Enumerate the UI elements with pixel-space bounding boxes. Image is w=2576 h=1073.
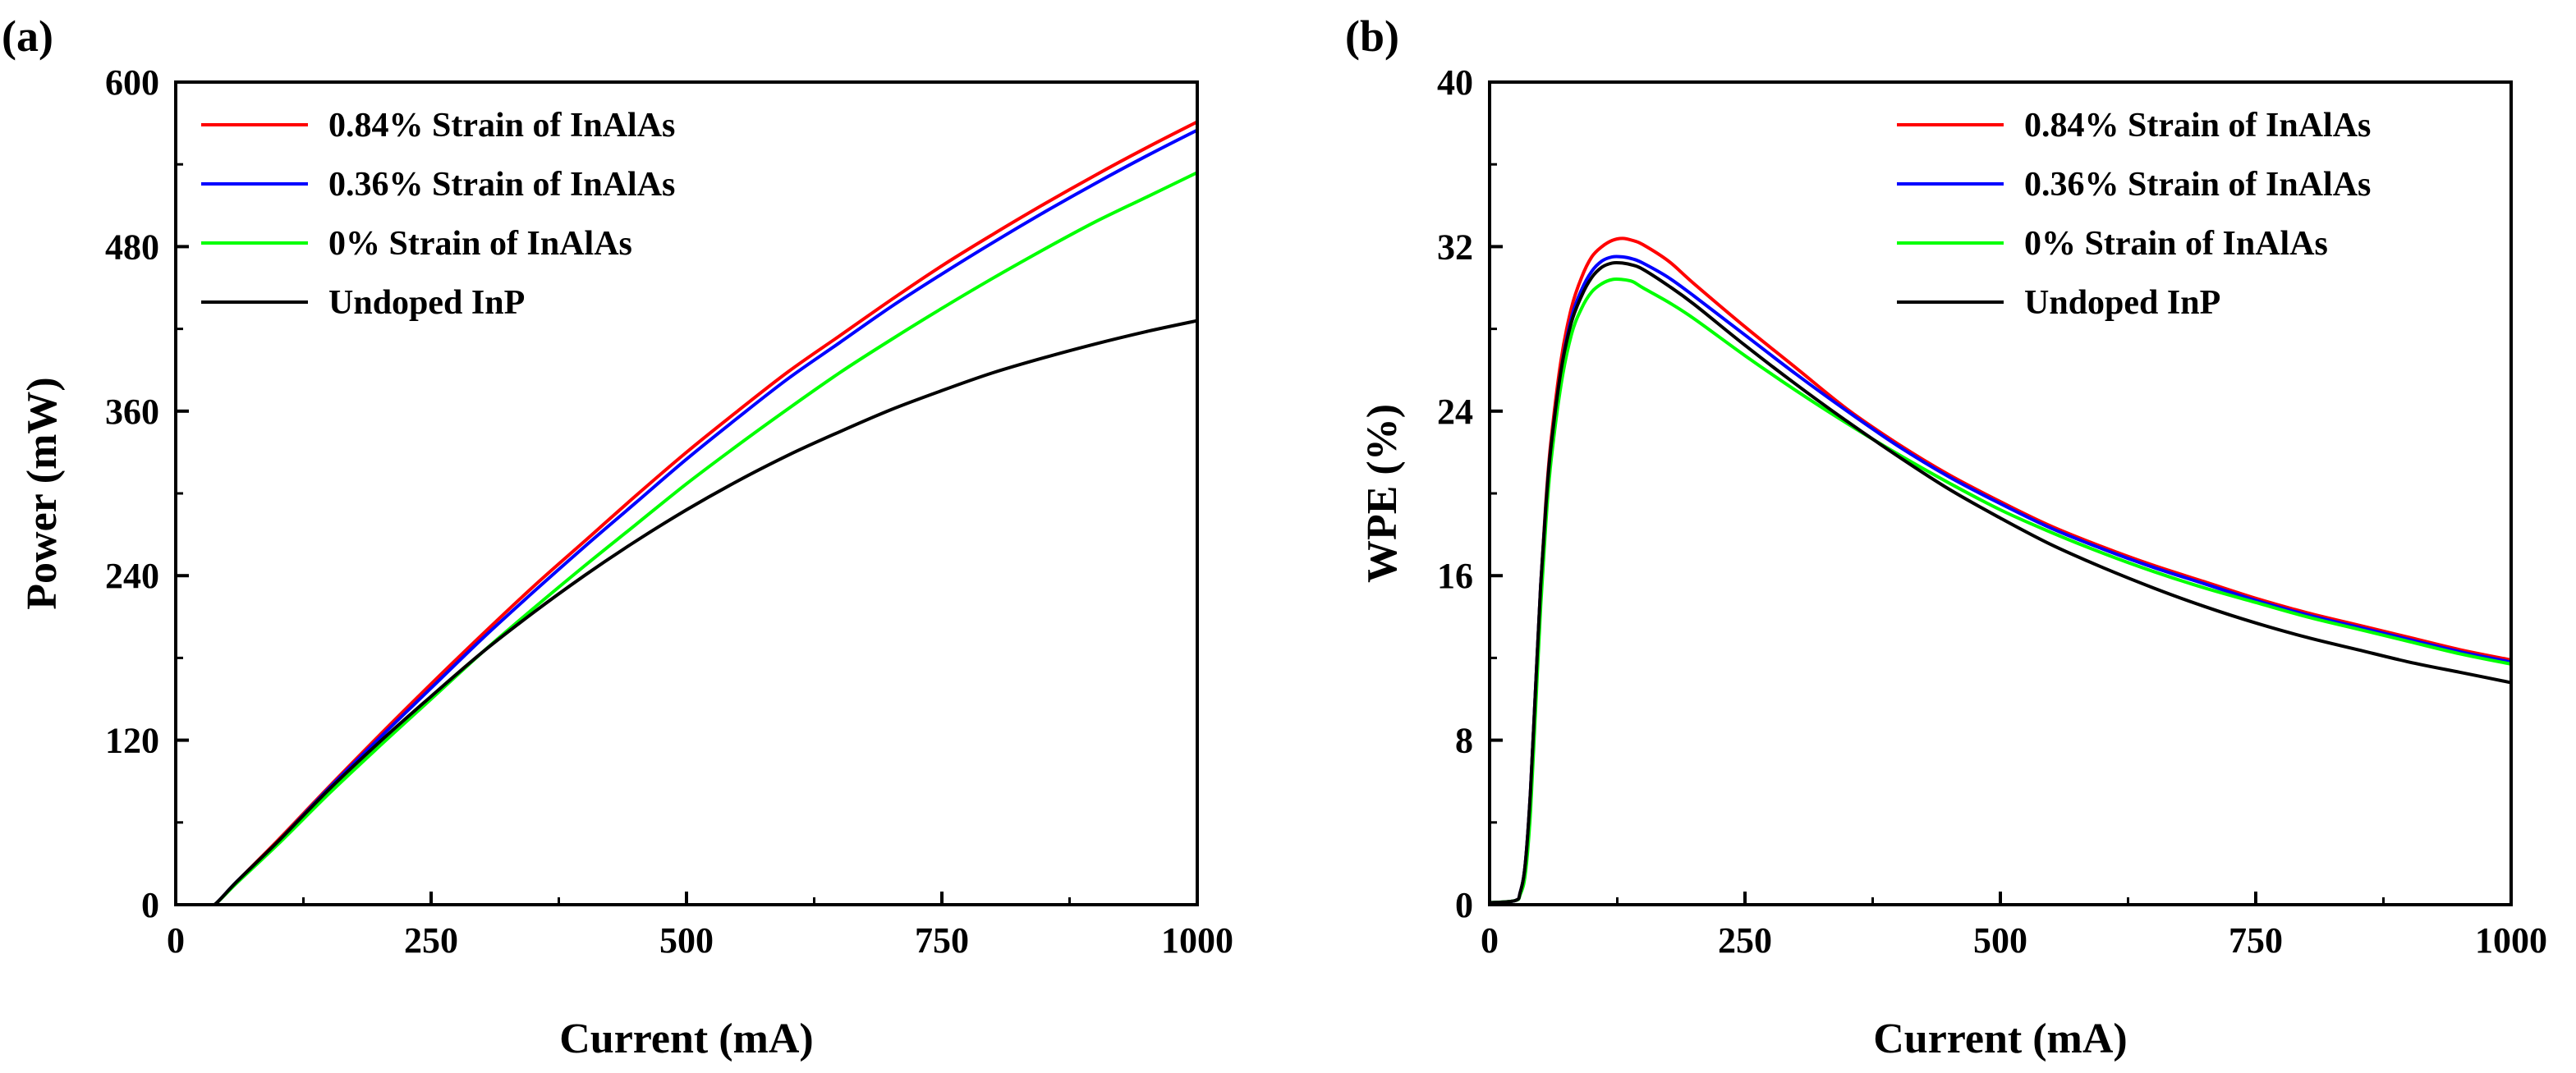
panel-a-legend-label: 0.36% Strain of InAlAs bbox=[328, 166, 675, 204]
panel-a-y-axis-title: Power (mW) bbox=[19, 377, 66, 610]
panel-a-y-tick-label: 600 bbox=[105, 62, 159, 103]
panel-a-y-tick-label: 240 bbox=[105, 556, 159, 596]
panel-b-series bbox=[1490, 236, 2511, 905]
panel-b-legend-label: 0.36% Strain of InAlAs bbox=[2024, 166, 2371, 204]
panel-a-legend: 0.84% Strain of InAlAs 0.36% Strain of In… bbox=[201, 107, 675, 322]
panel-b-series-0-84-strain-of-inalas bbox=[1490, 236, 2511, 905]
panel-b-y-tick-label: 8 bbox=[1455, 721, 1473, 761]
panel-b-x-tick-label: 250 bbox=[1718, 920, 1772, 961]
panel-b-series-0-36-strain-of-inalas bbox=[1490, 254, 2511, 905]
panel-b-y-tick-label: 24 bbox=[1437, 392, 1473, 432]
panel-b: (b) 0 250 500 750 1000 0 8 16 24 32 40 0.84% Strai… bbox=[1345, 11, 2547, 1062]
panel-b-x-axis-title: Current (mA) bbox=[1873, 1016, 2128, 1062]
panel-b-series-0-strain-of-inalas bbox=[1490, 277, 2511, 905]
panel-a-x-tick-label: 250 bbox=[404, 920, 458, 961]
panel-a-frame bbox=[174, 80, 1199, 906]
panel-a-x-tick-label: 1000 bbox=[1161, 920, 1233, 961]
panel-b-y-tick-label: 0 bbox=[1455, 885, 1473, 925]
panel-a-legend-label: 0.84% Strain of InAlAs bbox=[328, 107, 675, 144]
panel-b-ticks: 0 250 500 750 1000 0 8 16 24 32 40 bbox=[1437, 62, 2547, 961]
panel-a: (a) 0 250 500 750 1000 0 120 240 360 480 600 0.84%… bbox=[2, 11, 1233, 1062]
panel-b-legend-label: 0.84% Strain of InAlAs bbox=[2024, 107, 2371, 144]
panel-b-legend-label: 0% Strain of InAlAs bbox=[2024, 225, 2328, 263]
panel-b-y-tick-label: 16 bbox=[1437, 556, 1473, 596]
panel-b-y-tick-label: 40 bbox=[1437, 62, 1473, 103]
panel-label-b: (b) bbox=[1345, 11, 1399, 61]
panel-b-x-tick-label: 500 bbox=[1973, 920, 2027, 961]
panel-b-series-undoped-inp bbox=[1490, 260, 2511, 905]
panel-a-y-tick-label: 480 bbox=[105, 227, 159, 267]
panel-b-legend-label: Undoped InP bbox=[2024, 284, 2220, 322]
panel-a-x-tick-label: 500 bbox=[659, 920, 714, 961]
panel-a-series-0-strain-of-inalas bbox=[176, 171, 1197, 905]
panel-a-legend-label: Undoped InP bbox=[328, 284, 525, 322]
panel-a-y-tick-label: 0 bbox=[141, 885, 159, 925]
panel-b-x-tick-label: 0 bbox=[1481, 920, 1499, 961]
panel-a-series-undoped-inp bbox=[176, 319, 1197, 905]
panel-a-series bbox=[176, 120, 1197, 905]
panel-a-y-tick-label: 120 bbox=[105, 721, 159, 761]
panel-b-x-tick-label: 1000 bbox=[2475, 920, 2547, 961]
panel-b-y-tick-label: 32 bbox=[1437, 227, 1473, 267]
panel-b-x-tick-label: 750 bbox=[2229, 920, 2283, 961]
panel-a-x-tick-label: 0 bbox=[167, 920, 185, 961]
panel-b-frame bbox=[1488, 80, 2513, 906]
panel-a-x-axis-title: Current (mA) bbox=[559, 1016, 814, 1062]
panel-b-y-axis-title: WPE (%) bbox=[1359, 404, 1406, 583]
panel-a-y-tick-label: 360 bbox=[105, 392, 159, 432]
panel-a-legend-label: 0% Strain of InAlAs bbox=[328, 225, 632, 263]
panel-a-x-tick-label: 750 bbox=[915, 920, 969, 961]
panel-b-legend: 0.84% Strain of InAlAs 0.36% Strain of In… bbox=[1897, 107, 2371, 322]
panel-label-a: (a) bbox=[2, 11, 53, 61]
